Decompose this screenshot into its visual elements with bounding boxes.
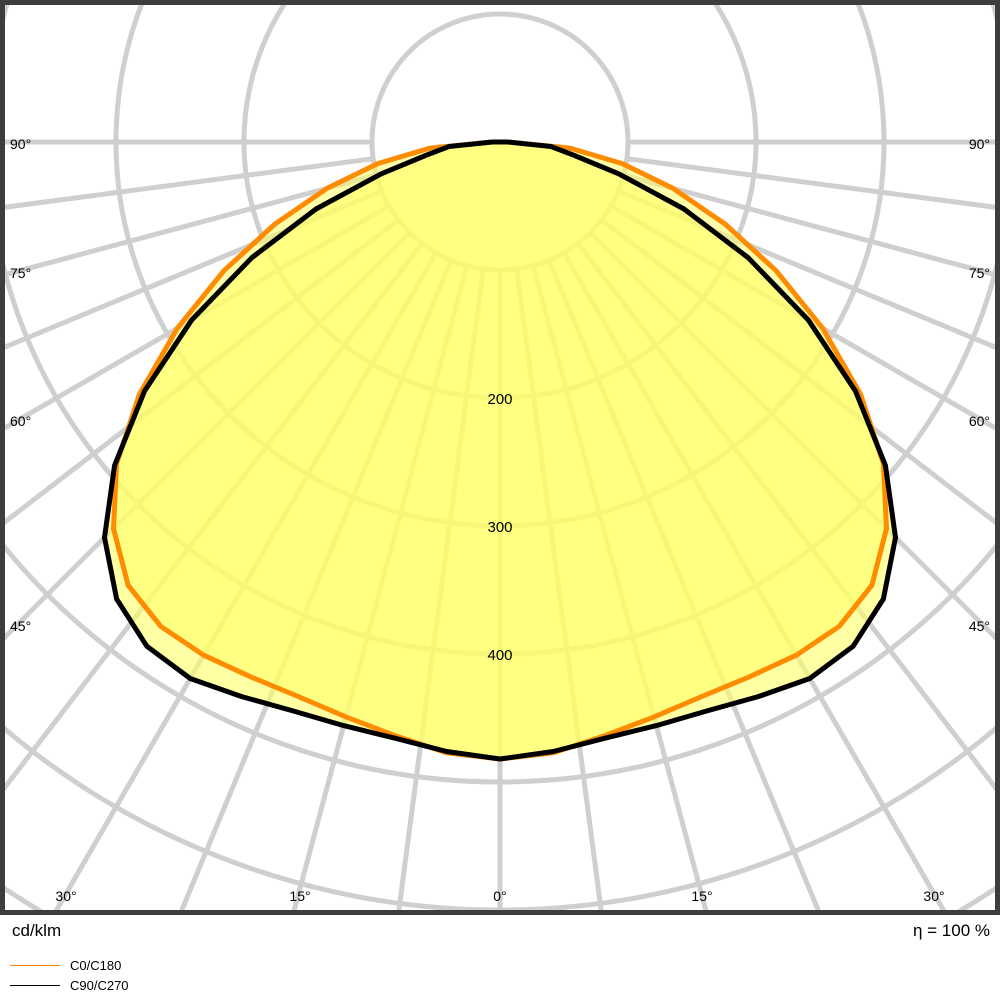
legend-label-c90-c270: C90/C270 — [70, 977, 129, 993]
angle-label: 90° — [969, 136, 990, 152]
legend-item-c0-c180: C0/C180 — [10, 956, 121, 974]
legend-swatch-c90-c270 — [10, 984, 60, 986]
legend-label-c0-c180: C0/C180 — [70, 957, 122, 973]
angle-label: 15° — [289, 888, 310, 904]
radial-tick-label: 300 — [487, 519, 512, 536]
polar-chart-frame: 200 300 400 0° 15° 15° 30° 30° 45° 45° 60° 60° 75° 75… — [0, 0, 1000, 915]
angle-label: 30° — [55, 888, 76, 904]
angle-label: 60° — [10, 413, 31, 429]
series-line-c90-c270 — [102, 139, 898, 762]
polar-chart: 200 300 400 0° 15° 15° 30° 30° 45° 45° 60° 60° 75° 75… — [5, 5, 995, 910]
radial-tick-label: 400 — [487, 647, 512, 664]
angle-label: 45° — [969, 618, 990, 634]
legend-item-c90-c270: C90/C270 — [10, 976, 129, 994]
efficiency-label: η = 100 % — [912, 921, 990, 940]
unit-label: cd/klm — [12, 921, 62, 940]
angle-label: 90° — [10, 136, 31, 152]
angle-label: 0° — [493, 888, 506, 904]
angle-label: 75° — [10, 265, 31, 281]
angle-label: 15° — [691, 888, 712, 904]
series-fill-1 — [104, 142, 896, 759]
legend-swatch-c0-c180 — [10, 964, 60, 966]
angle-label: 60° — [969, 413, 990, 429]
angle-label: 45° — [10, 618, 31, 634]
radial-gridline — [5, 543, 995, 785]
angle-label: 30° — [923, 888, 944, 904]
angle-label: 75° — [969, 265, 990, 281]
radial-tick-label: 200 — [487, 391, 512, 408]
